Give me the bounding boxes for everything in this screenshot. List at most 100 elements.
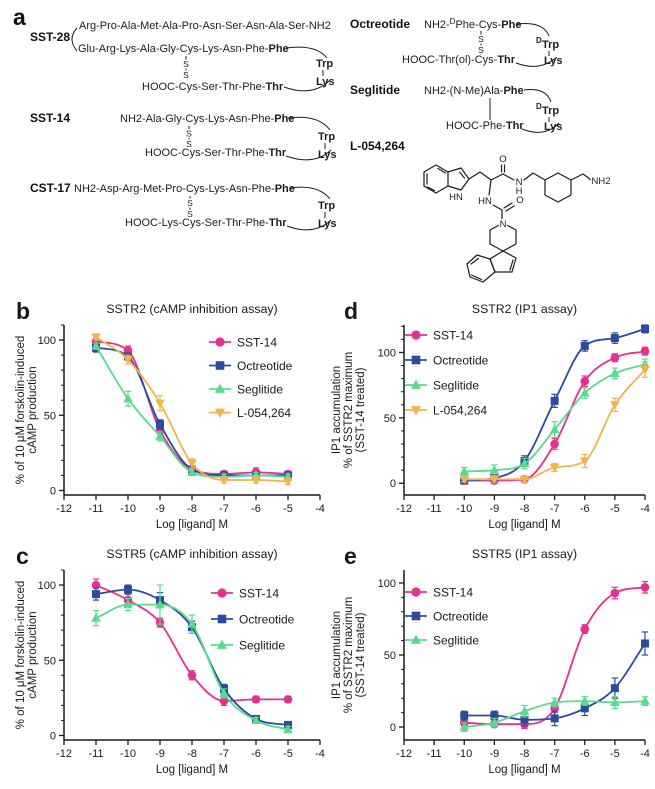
y-tick-label: 100 [378, 347, 396, 359]
x-tick-label: -8 [520, 503, 530, 515]
svg-text:HN: HN [478, 196, 492, 207]
seglitide-structure: Seglitide NH2-(N-Me)Ala-Phe D Trp Lys HO… [350, 83, 563, 133]
svg-text:S: S [478, 34, 484, 44]
legend: SST-14 Octreotide Seglitide L-054,264 [209, 335, 293, 420]
y-tick-label: 0 [50, 730, 56, 742]
chart-title: SSTR5 (cAMP inhibition assay) [106, 547, 277, 561]
sst14-disulfide-bridge: S S [185, 126, 194, 151]
x-tick-label: -12 [56, 748, 72, 760]
y-tick-label: 50 [384, 413, 396, 425]
y-axis-label-line: % of 10 μM forskolin-induced [15, 581, 27, 730]
svg-text:HOOC-Phe-Thr: HOOC-Phe-Thr [446, 120, 524, 132]
x-tick-label: -7 [550, 748, 560, 760]
y-tick-label: 50 [44, 410, 56, 422]
x-tick-label: -5 [283, 748, 293, 760]
svg-text:Trp: Trp [318, 131, 335, 143]
y-axis-label-line: (SST-14 treated) [355, 367, 367, 452]
legend-label: Seglitide [239, 638, 285, 652]
x-tick-label: -4 [640, 748, 650, 760]
svg-text:NH2-(N-Me)Ala-Phe: NH2-(N-Me)Ala-Phe [424, 85, 524, 97]
y-tick-label: 50 [384, 650, 396, 662]
svg-text:D: D [536, 102, 542, 111]
x-axis-label: Log [ligand] M [488, 764, 560, 776]
legend-label: Seglitide [433, 378, 479, 392]
svg-text:HOOC-Lys-Cys-Ser-Thr-Phe-Thr: HOOC-Lys-Cys-Ser-Thr-Phe-Thr [125, 217, 287, 229]
series-Octreotide [460, 631, 649, 727]
svg-text:NH2: NH2 [591, 176, 610, 187]
x-tick-label: -10 [120, 748, 136, 760]
svg-text:D: D [536, 36, 542, 45]
l054264-structure: L-054,264 HN O N H NH2 [350, 139, 612, 283]
series-L-054,264 [459, 361, 650, 485]
svg-text:Lys: Lys [316, 76, 335, 88]
svg-text:NH2-Ala-Gly-Cys-Lys-Asn-Phe-Ph: NH2-Ala-Gly-Cys-Lys-Asn-Phe-Phe [120, 113, 294, 125]
svg-text:Arg-Pro-Ala-Met-Ala-Pro-Asn-Se: Arg-Pro-Ala-Met-Ala-Pro-Asn-Ser-Asn-Ala-… [79, 20, 331, 32]
y-tick-label: 0 [390, 722, 396, 734]
x-tick-label: -11 [88, 748, 103, 760]
series-curve [95, 588, 289, 726]
x-tick-label: -6 [580, 503, 590, 515]
svg-text:Trp: Trp [316, 58, 333, 70]
svg-text:NH2-DPhe-Cys-Phe: NH2-DPhe-Cys-Phe [424, 17, 521, 31]
legend-label: SST-14 [237, 335, 277, 349]
legend-label: Octreotide [433, 609, 489, 623]
y-axis-label-line: IP1 accumulation [331, 366, 343, 454]
cst17-disulfide-bridge: S S [186, 196, 195, 221]
x-tick-label: -10 [120, 503, 136, 515]
y-axis-label-line: cAMP production [27, 611, 39, 698]
l054264-label: L-054,264 [350, 139, 405, 153]
panel-label-b: b [16, 298, 30, 324]
svg-text:HOOC-Cys-Ser-Thr-Phe-Thr: HOOC-Cys-Ser-Thr-Phe-Thr [145, 147, 287, 159]
legend-label: Seglitide [433, 633, 479, 647]
x-tick-label: -11 [427, 748, 442, 760]
x-tick-label: -4 [640, 503, 650, 515]
sst14-label: SST-14 [30, 111, 70, 125]
chart-title: SSTR2 (cAMP inhibition assay) [106, 302, 277, 316]
svg-text:Lys: Lys [318, 149, 337, 161]
legend-label: L-054,264 [237, 406, 291, 420]
y-axis-label-line: % of 10 μM forskolin-induced [15, 336, 27, 485]
y-tick-label: 100 [38, 335, 56, 347]
legend-label: SST-14 [433, 585, 473, 599]
y-tick-label: 0 [50, 485, 56, 497]
svg-text:Lys: Lys [318, 218, 337, 230]
octreotide-disulfide-bridge: S S [477, 31, 486, 57]
x-tick-label: -5 [610, 503, 620, 515]
x-tick-label: -6 [580, 748, 590, 760]
legend-label: L-054,264 [433, 403, 487, 417]
panel-label-c: c [16, 543, 29, 569]
octreotide-structure: Octreotide NH2-DPhe-Cys-Phe D Trp Lys S … [350, 17, 563, 67]
y-axis-label-line: IP1 accumulation [331, 611, 343, 699]
svg-text:Trp: Trp [318, 200, 335, 212]
x-tick-label: -9 [155, 503, 165, 515]
svg-text:HN: HN [449, 192, 463, 203]
svg-text:S: S [187, 198, 193, 208]
svg-text:Glu-Arg-Lys-Ala-Gly-Cys-Lys-As: Glu-Arg-Lys-Ala-Gly-Cys-Lys-Asn-Phe-Phe [78, 43, 289, 55]
x-tick-label: -8 [187, 503, 197, 515]
legend: SST-14 Octreotide Seglitide [405, 585, 489, 647]
x-tick-label: -10 [456, 503, 472, 515]
chart-title: SSTR5 (IP1 assay) [472, 547, 577, 561]
x-axis-label: Log [ligand] M [156, 519, 228, 531]
svg-text:Trp: Trp [542, 39, 559, 51]
legend-label: Octreotide [239, 612, 295, 626]
panel-label-e: e [344, 543, 357, 569]
legend-label: Seglitide [237, 382, 283, 396]
chart-sstr2-camp: b SSTR2 (cAMP inhibition assay)-12 -11 -10-… [15, 298, 325, 531]
legend-label: Octreotide [433, 353, 489, 367]
x-tick-label: -12 [396, 748, 412, 760]
legend-label: Octreotide [237, 359, 293, 373]
x-tick-label: -7 [219, 503, 229, 515]
series-Octreotide [460, 324, 649, 485]
svg-text:HOOC-Thr(ol)-Cys-Thr: HOOC-Thr(ol)-Cys-Thr [402, 54, 516, 66]
x-tick-label: -9 [489, 503, 499, 515]
legend: SST-14 Octreotide Seglitide L-054,264 [405, 328, 489, 417]
svg-text:HOOC-Cys-Ser-Thr-Phe-Thr: HOOC-Cys-Ser-Thr-Phe-Thr [142, 81, 284, 93]
svg-text:NH2-Asp-Arg-Met-Pro-Cys-Lys-As: NH2-Asp-Arg-Met-Pro-Cys-Lys-Asn-Phe-Phe [74, 183, 295, 195]
sst14-structure: SST-14 NH2-Ala-Gly-Cys-Lys-Asn-Phe-Phe T… [30, 111, 337, 161]
axes: -12 -11 -10 -9 -8 -7 -6 -5 -4 0 50 100 [38, 324, 325, 515]
svg-text:Trp: Trp [542, 105, 559, 117]
x-tick-label: -5 [610, 748, 620, 760]
y-axis-label-line: (SST-14 treated) [355, 612, 367, 697]
